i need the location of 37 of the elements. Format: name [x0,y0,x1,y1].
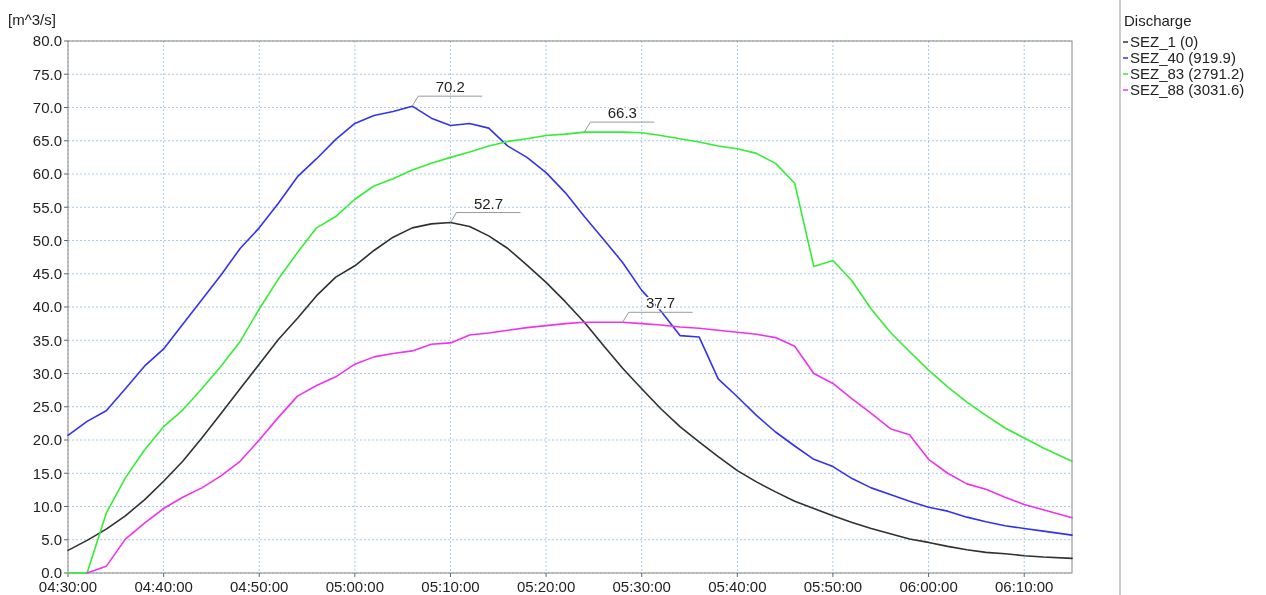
y-tick-label: 75.0 [32,65,62,83]
y-tick-label: 45.0 [32,265,62,282]
y-tick-label: 60.0 [32,165,62,183]
x-tick-label: 05:00:00 [325,578,385,595]
legend-label: SEZ_40 (919.9) [1130,49,1236,67]
y-tick-label: 5.0 [41,531,62,548]
annotation: 52.7 [473,194,504,212]
y-tick-label: 20.0 [32,431,62,449]
x-tick-label: 04:40:00 [134,578,193,595]
line-series [86,321,1073,574]
y-tick-label: 30.0 [32,364,62,382]
y-tick-label: 70.0 [32,98,62,116]
legend-title: Discharge [1124,12,1192,29]
y-tick-label: 50.0 [32,231,62,249]
x-tick-label: 04:50:00 [230,578,289,595]
y-tick-label: 15.0 [32,464,62,482]
y-axis-title: [m^3/s] [8,11,56,28]
annotation: 70.2 [435,78,465,96]
y-tick-label: 55.0 [32,198,62,216]
y-tick-label: 10.0 [32,497,62,515]
x-tick-label: 06:00:00 [899,578,958,595]
legend-label: SEZ_1 (0) [1130,33,1199,51]
x-tick-label: 05:30:00 [612,578,671,595]
y-tick-label: 40.0 [32,298,62,316]
y-tick-label: 25.0 [32,398,62,415]
x-tick-label: 05:10:00 [421,578,480,595]
line-series [67,221,1073,560]
x-tick-label: 06:10:00 [995,578,1054,595]
annotation: 66.3 [607,104,637,122]
x-tick-label: 05:20:00 [516,578,576,595]
legend-label: SEZ_83 (2791.2) [1130,65,1245,83]
x-tick-label: 05:40:00 [708,578,767,595]
legend-label: SEZ_88 (3031.6) [1130,81,1245,99]
x-tick-label: 05:50:00 [803,578,863,595]
y-tick-label: 65.0 [32,132,62,149]
y-tick-label: 35.0 [32,331,62,349]
y-tick-label: 80.0 [32,32,62,50]
